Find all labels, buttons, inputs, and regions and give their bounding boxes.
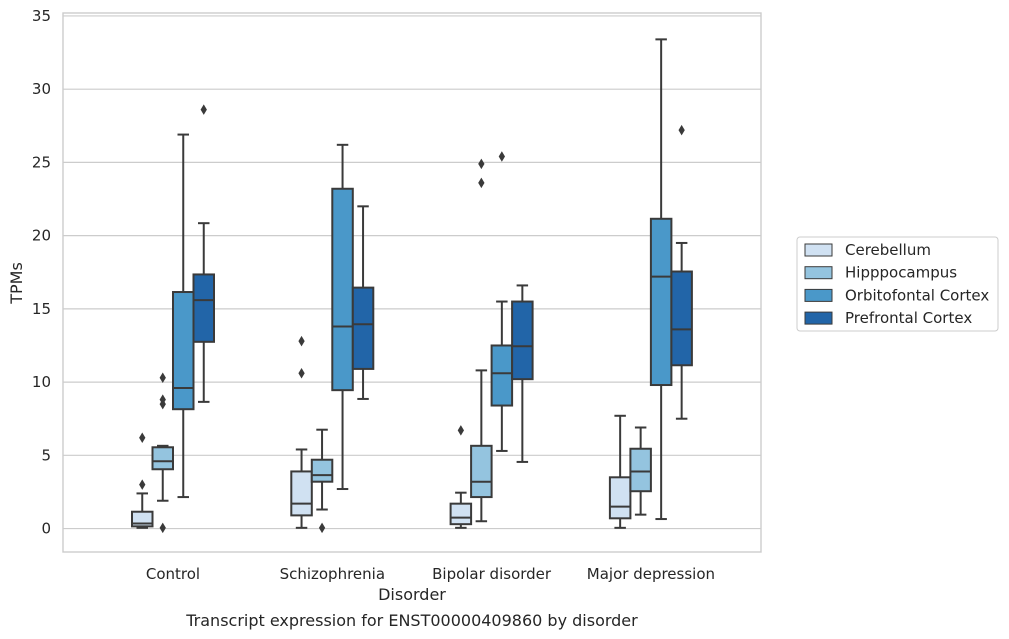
box-body <box>151 446 174 471</box>
outlier-point <box>159 372 166 383</box>
box <box>290 335 313 529</box>
outlier-point <box>498 151 505 162</box>
box-body <box>351 286 375 370</box>
legend-label: Prefrontal Cortex <box>845 309 972 327</box>
outlier-point <box>298 368 305 379</box>
box <box>511 284 534 463</box>
box-body <box>172 291 195 411</box>
box-body <box>670 270 693 367</box>
legend-swatch <box>804 243 833 257</box>
box <box>351 205 375 400</box>
x-axis-ticks: Control Schizophrenia Bipolar disorder Majo… <box>146 565 715 583</box>
series-cerebellum <box>131 335 632 529</box>
outlier-point <box>159 522 166 534</box>
outlier-point <box>159 394 166 405</box>
legend-label: Cerebellum <box>845 241 931 259</box>
box <box>172 133 195 499</box>
box-body <box>511 300 534 381</box>
y-tick-label: 30 <box>32 80 51 98</box>
box <box>670 124 693 420</box>
box <box>649 38 673 521</box>
outlier-point <box>478 177 485 189</box>
box <box>151 372 174 534</box>
box <box>608 414 632 529</box>
legend: Cerebellum Hipppocampus Orbitofontal Corte… <box>796 236 999 332</box>
box <box>449 425 473 529</box>
outlier-point <box>298 335 305 347</box>
chart-caption: Transcript expression for ENST0000040986… <box>185 611 638 630</box>
x-tick-label: Control <box>146 565 200 583</box>
box-body <box>290 470 313 517</box>
box-body <box>608 476 632 520</box>
y-axis-label: TPMs <box>7 262 26 305</box>
box <box>490 151 514 452</box>
box <box>629 426 652 516</box>
legend-swatch <box>804 288 833 302</box>
outlier-point <box>318 522 326 534</box>
box-body <box>449 502 473 526</box>
box-body <box>310 458 334 483</box>
box-body <box>490 344 514 407</box>
outlier-point <box>678 124 685 136</box>
box <box>331 143 354 491</box>
legend-frame <box>796 236 999 332</box>
y-tick-label: 20 <box>32 227 51 245</box>
x-axis-label: Disorder <box>378 585 446 604</box>
y-tick-label: 10 <box>32 373 51 391</box>
box <box>310 428 334 534</box>
box-body <box>192 273 215 343</box>
y-tick-label: 0 <box>41 520 51 538</box>
plot-frame <box>62 12 762 553</box>
y-tick-label: 15 <box>32 300 51 318</box>
outlier-point <box>478 158 485 170</box>
series-prefrontal-cortex <box>192 104 693 463</box>
box <box>192 104 215 403</box>
box-body <box>629 447 652 493</box>
outlier-point <box>200 104 207 115</box>
outlier-point <box>457 425 464 436</box>
legend-swatch <box>804 311 833 325</box>
series-orbitofontal-cortex <box>172 38 673 521</box>
x-tick-label: Schizophrenia <box>280 565 385 583</box>
outlier-point <box>139 432 146 444</box>
y-tick-label: 25 <box>32 153 51 171</box>
x-tick-label: Major depression <box>587 565 715 583</box>
box-body <box>331 187 354 392</box>
outlier-point <box>139 479 146 490</box>
x-tick-label: Bipolar disorder <box>432 565 552 583</box>
legend-label: Orbitofontal Cortex <box>845 286 989 304</box>
box <box>470 158 493 523</box>
y-tick-label: 35 <box>32 7 51 25</box>
box-body <box>649 217 673 387</box>
y-tick-label: 5 <box>41 446 51 464</box>
plot-series <box>131 38 693 534</box>
y-axis-ticks: 0 5 10 15 20 25 30 35 <box>32 7 51 538</box>
series-hipppocampus <box>151 158 652 534</box>
legend-label: Hipppocampus <box>845 264 957 282</box>
box <box>131 432 154 529</box>
legend-swatch <box>804 266 833 280</box>
box-body <box>470 444 493 499</box>
